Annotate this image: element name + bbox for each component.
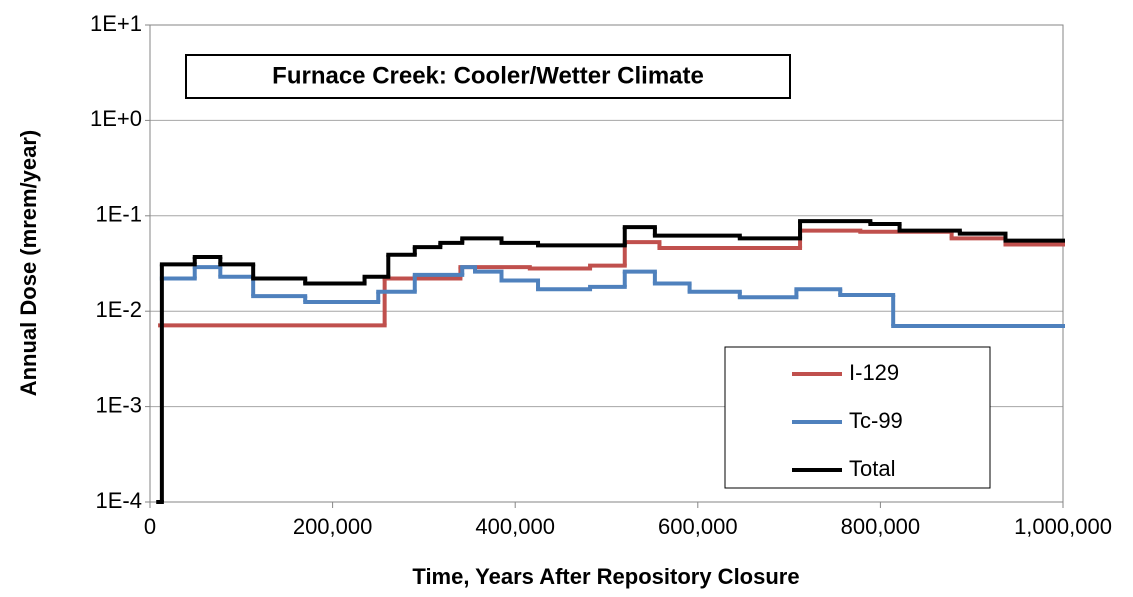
y-tick-label: 1E-4 [96,488,142,513]
y-tick-label: 1E+0 [90,106,142,131]
y-tick-label: 1E-1 [96,202,142,227]
y-tick-label: 1E+1 [90,11,142,36]
legend-box [724,346,991,489]
legend-label: I-129 [849,360,899,385]
x-tick-label: 400,000 [475,514,555,539]
title-box [185,54,791,99]
y-axis-label: Annual Dose (mrem/year) [16,130,41,397]
x-tick-label: 1,000,000 [1014,514,1112,539]
chart-title: Furnace Creek: Cooler/Wetter Climate [272,62,704,89]
plot-border [149,24,1064,503]
x-tick-label: 800,000 [841,514,921,539]
y-tick-label: 1E-2 [96,297,142,322]
x-tick-label: 0 [144,514,156,539]
legend-label: Tc-99 [849,408,903,433]
x-axis-label: Time, Years After Repository Closure [412,564,799,589]
y-tick-label: 1E-3 [96,392,142,417]
legend-label: Total [849,456,895,481]
x-tick-label: 200,000 [293,514,373,539]
x-tick-label: 600,000 [658,514,738,539]
